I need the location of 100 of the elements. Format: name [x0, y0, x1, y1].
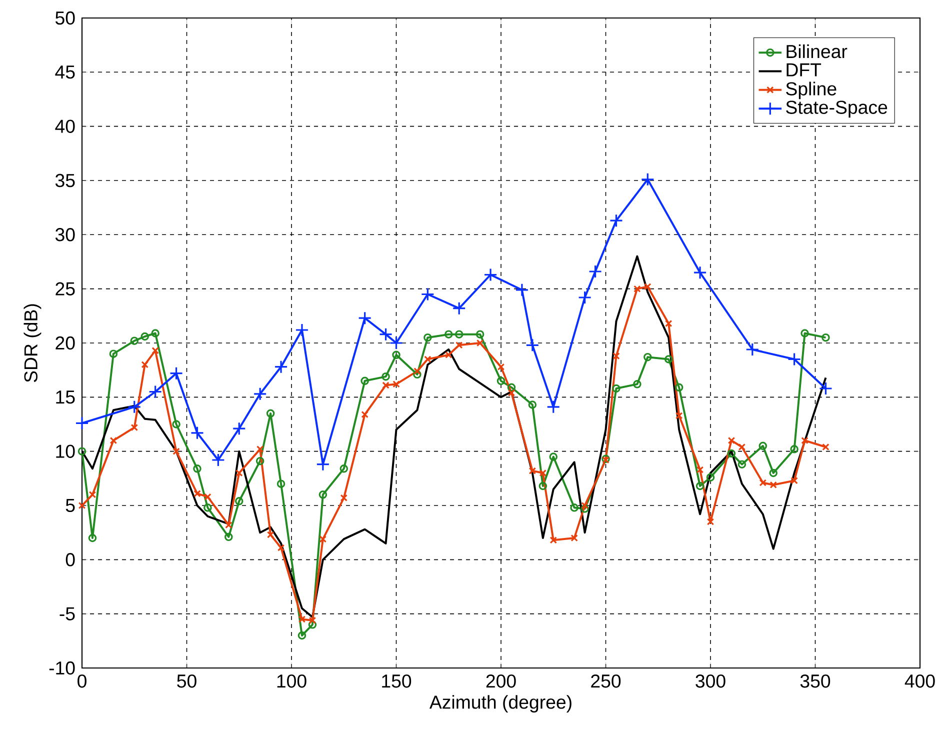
point	[445, 351, 452, 359]
point	[340, 494, 348, 502]
point	[308, 620, 317, 629]
point	[581, 502, 588, 510]
point	[256, 446, 264, 453]
point	[644, 283, 652, 290]
point	[508, 389, 516, 396]
point	[204, 493, 212, 500]
point	[148, 384, 162, 399]
point	[696, 466, 704, 474]
point	[822, 443, 830, 451]
legend-label: State-Space	[786, 100, 888, 118]
point	[236, 469, 243, 477]
point	[232, 422, 246, 436]
point	[706, 518, 714, 526]
point	[358, 311, 372, 325]
point	[295, 323, 309, 337]
point	[204, 504, 212, 512]
point	[360, 376, 369, 386]
point	[674, 383, 684, 392]
point	[644, 352, 652, 362]
point	[224, 532, 233, 542]
point	[361, 410, 368, 418]
point	[675, 412, 683, 420]
point	[389, 336, 404, 350]
y-tick-label: 0	[66, 553, 75, 566]
point	[225, 521, 232, 529]
y-tick-label: 25	[56, 282, 75, 296]
point	[128, 400, 142, 414]
y-axis-title: SDR (dB)	[24, 304, 42, 382]
point	[266, 409, 275, 418]
point	[507, 383, 516, 392]
point	[790, 476, 798, 484]
point	[172, 420, 180, 428]
point	[211, 453, 225, 467]
x-tick-label: 200	[486, 674, 516, 688]
y-tick-label: 30	[55, 228, 75, 242]
point	[172, 448, 180, 455]
point	[496, 376, 506, 386]
point	[378, 328, 393, 342]
legend-label: DFT	[786, 63, 822, 76]
x-tick-label: 0	[78, 674, 86, 688]
point	[382, 382, 390, 389]
point	[549, 452, 558, 461]
point	[528, 467, 536, 474]
point	[234, 497, 244, 506]
x-tick-label: 300	[696, 674, 726, 688]
y-tick-label: -5	[60, 607, 75, 620]
legend-label: Bilinear	[786, 44, 848, 58]
point	[706, 473, 715, 482]
x-axis-title: Azimuth (degree)	[429, 695, 572, 712]
point	[497, 363, 505, 370]
point	[633, 380, 642, 388]
point	[634, 285, 641, 292]
y-tick-label: 5	[66, 498, 75, 512]
point	[340, 464, 348, 473]
point	[414, 368, 421, 375]
point	[193, 464, 202, 473]
point	[130, 336, 139, 345]
point	[588, 264, 602, 278]
point	[476, 330, 484, 338]
point	[190, 426, 204, 440]
point	[424, 333, 432, 342]
point	[452, 302, 466, 316]
point	[696, 482, 704, 490]
point	[392, 350, 400, 360]
point	[640, 172, 654, 186]
point	[298, 631, 306, 640]
point	[738, 443, 746, 451]
point	[194, 490, 201, 498]
x-tick-label: 100	[277, 674, 306, 688]
point	[727, 449, 736, 458]
point	[570, 534, 578, 542]
y-tick-label: 45	[55, 66, 75, 79]
point	[515, 283, 529, 297]
point	[528, 400, 537, 409]
x-tick-label: 400	[904, 674, 935, 688]
point	[140, 332, 149, 341]
point	[88, 534, 97, 542]
point	[454, 330, 464, 338]
y-tick-label: -10	[49, 661, 75, 675]
point	[276, 480, 286, 488]
point	[88, 491, 96, 498]
point	[274, 360, 288, 374]
point	[152, 346, 159, 354]
point	[141, 361, 148, 368]
y-tick-label: 10	[56, 444, 75, 458]
point	[277, 544, 285, 552]
y-tick-label: 50	[56, 11, 75, 25]
point	[130, 424, 138, 432]
point	[570, 504, 578, 512]
point	[78, 502, 86, 510]
point	[759, 479, 767, 486]
point	[818, 382, 833, 396]
point	[382, 372, 390, 381]
point	[526, 338, 540, 352]
point	[319, 535, 327, 543]
legend-label: Spline	[786, 82, 836, 100]
point	[758, 442, 768, 450]
point	[788, 352, 802, 366]
